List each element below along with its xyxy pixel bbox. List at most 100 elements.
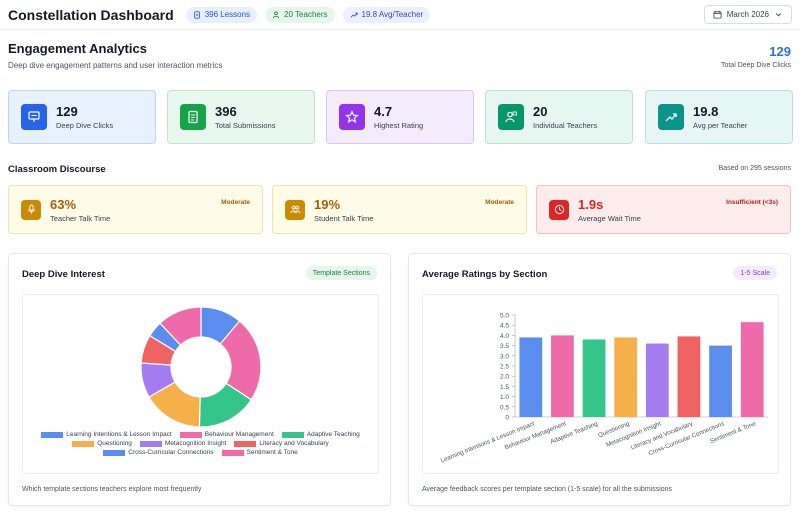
kpi-value: 19.8 bbox=[693, 104, 719, 119]
discourse-value: 63% bbox=[50, 196, 77, 212]
kpi-card-individual-teachers: 20 Individual Teachers bbox=[485, 90, 633, 144]
wait-time-card: 1.9s Average Wait Time Insufficient (<3s) bbox=[536, 185, 791, 234]
legend-label: Sentiment & Tone bbox=[246, 449, 298, 456]
teacher-icon bbox=[272, 11, 280, 18]
top-header: Constellation Dashboard 396 Lessons 20 T… bbox=[0, 0, 800, 30]
kpi-label: Avg per Teacher bbox=[693, 121, 748, 130]
engagement-title: Engagement Analytics bbox=[8, 41, 147, 56]
ratings-panel: Average Ratings by Section 1-5 Scale 0 0.… bbox=[408, 253, 791, 506]
teachers-pill-label: 20 Teachers bbox=[284, 10, 328, 19]
discourse-status-tag: Insufficient (<3s) bbox=[726, 199, 778, 206]
legend-item[interactable]: Behaviour Management bbox=[179, 431, 274, 438]
avg-pill-label: 19.8 Avg/Teacher bbox=[361, 10, 424, 19]
bar-chart: 00.51.01.52.02.53.03.54.04.55.0Learning … bbox=[440, 313, 768, 464]
kpi-value: 129 bbox=[56, 104, 78, 119]
student-talk-card: 19% Student Talk Time Moderate bbox=[272, 185, 527, 234]
month-picker-button[interactable]: March 2026 bbox=[703, 5, 792, 24]
legend-label: Literacy and Vocabulary bbox=[259, 440, 329, 447]
legend-item[interactable]: Learning Intentions & Lesson Impact bbox=[41, 431, 172, 438]
legend-label: Cross-Curricular Connections bbox=[128, 449, 214, 456]
kpi-value: 396 bbox=[215, 104, 237, 119]
legend-label: Questioning bbox=[97, 440, 132, 447]
legend-swatch bbox=[221, 449, 244, 456]
document-icon bbox=[180, 104, 206, 130]
legend-swatch bbox=[179, 431, 202, 438]
bar[interactable] bbox=[582, 339, 606, 417]
discourse-value: 19% bbox=[314, 196, 341, 212]
total-deep-dive-label: Total Deep Dive Clicks bbox=[720, 62, 791, 69]
ratings-title: Average Ratings by Section bbox=[422, 269, 548, 280]
avg-pill: 19.8 Avg/Teacher bbox=[342, 6, 431, 23]
y-tick-label: 5.0 bbox=[500, 313, 509, 320]
bar[interactable] bbox=[519, 337, 543, 417]
discourse-status-tag: Moderate bbox=[485, 199, 514, 206]
ratings-footer: Average feedback scores per template sec… bbox=[422, 486, 673, 493]
donut-chart bbox=[140, 306, 262, 428]
discourse-status-tag: Moderate bbox=[221, 199, 250, 206]
document-icon bbox=[193, 10, 200, 19]
deep-dive-footer: Which template sections teachers explore… bbox=[22, 486, 202, 493]
trend-icon bbox=[350, 12, 358, 18]
presentation-icon bbox=[21, 104, 47, 130]
discourse-label: Student Talk Time bbox=[314, 213, 374, 223]
donut-slice[interactable] bbox=[159, 306, 202, 346]
kpi-value: 4.7 bbox=[374, 104, 393, 119]
y-tick-label: 2.5 bbox=[500, 364, 509, 371]
teacher-icon bbox=[498, 104, 524, 130]
y-tick-label: 1.5 bbox=[500, 384, 509, 391]
students-icon bbox=[285, 199, 305, 220]
kpi-label: Total Submissions bbox=[215, 121, 276, 130]
legend-swatch bbox=[103, 449, 126, 456]
kpi-card-total-submissions: 396 Total Submissions bbox=[167, 90, 315, 144]
discourse-label: Average Wait Time bbox=[578, 213, 641, 223]
legend-swatch bbox=[72, 440, 95, 447]
legend-item[interactable]: Cross-Curricular Connections bbox=[103, 449, 214, 456]
app-title: Constellation Dashboard bbox=[8, 6, 174, 23]
kpi-label: Individual Teachers bbox=[533, 121, 598, 130]
y-tick-label: 0.5 bbox=[500, 404, 509, 411]
bar[interactable] bbox=[645, 343, 669, 417]
teacher-talk-card: 63% Teacher Talk Time Moderate bbox=[8, 185, 263, 234]
y-tick-label: 4.5 bbox=[500, 323, 509, 330]
legend-item[interactable]: Adaptive Teaching bbox=[281, 431, 360, 438]
legend-label: Behaviour Management bbox=[204, 431, 274, 438]
y-tick-label: 1.0 bbox=[500, 394, 509, 401]
legend-item[interactable]: Literacy and Vocabulary bbox=[234, 440, 329, 447]
legend-item[interactable]: Metacognition Insight bbox=[139, 440, 227, 447]
y-tick-label: 2.0 bbox=[500, 374, 509, 381]
discourse-value: 1.9s bbox=[578, 196, 604, 212]
legend-item[interactable]: Questioning bbox=[72, 440, 132, 447]
legend-swatch bbox=[281, 431, 304, 438]
discourse-sessions-note: Based on 295 sessions bbox=[718, 165, 791, 172]
bar[interactable] bbox=[709, 345, 732, 417]
discourse-title: Classroom Discourse bbox=[8, 164, 106, 175]
deep-dive-panel: Deep Dive Interest Template Sections Lea… bbox=[8, 253, 391, 506]
legend-label: Learning Intentions & Lesson Impact bbox=[66, 431, 172, 438]
bar[interactable] bbox=[740, 322, 764, 417]
legend-item[interactable]: Sentiment & Tone bbox=[221, 449, 298, 456]
deep-dive-title: Deep Dive Interest bbox=[22, 269, 105, 280]
bar[interactable] bbox=[677, 336, 701, 417]
y-tick-label: 3.0 bbox=[500, 353, 509, 360]
kpi-card-highest-rating: 4.7 Highest Rating bbox=[326, 90, 474, 144]
bar[interactable] bbox=[551, 335, 574, 417]
lessons-pill-label: 396 Lessons bbox=[204, 10, 251, 19]
lessons-pill: 396 Lessons bbox=[185, 6, 258, 23]
kpi-label: Deep Dive Clicks bbox=[56, 121, 114, 130]
engagement-subtitle: Deep dive engagement patterns and user i… bbox=[8, 61, 223, 70]
legend-label: Metacognition Insight bbox=[164, 440, 227, 447]
y-tick-label: 3.5 bbox=[500, 343, 509, 350]
star-icon bbox=[339, 104, 365, 130]
calendar-icon bbox=[713, 10, 722, 19]
bar[interactable] bbox=[614, 337, 638, 417]
legend-swatch bbox=[139, 440, 162, 447]
discourse-label: Teacher Talk Time bbox=[50, 213, 111, 223]
donut-chart-area: Learning Intentions & Lesson Impact Behav… bbox=[22, 294, 379, 474]
month-picker-label: March 2026 bbox=[726, 10, 769, 19]
bar-chart-area: 0 0.5 1.0 1.5 2.0 2.5 3.0 3.5 4.0 4.5 5.0 Learning … bbox=[422, 294, 779, 474]
kpi-card-avg-per-teacher: 19.8 Avg per Teacher bbox=[645, 90, 793, 144]
legend-swatch bbox=[234, 440, 257, 447]
template-sections-badge: Template Sections bbox=[305, 266, 377, 280]
clock-icon bbox=[549, 199, 569, 220]
kpi-card-deep-dive-clicks: 129 Deep Dive Clicks bbox=[8, 90, 156, 144]
